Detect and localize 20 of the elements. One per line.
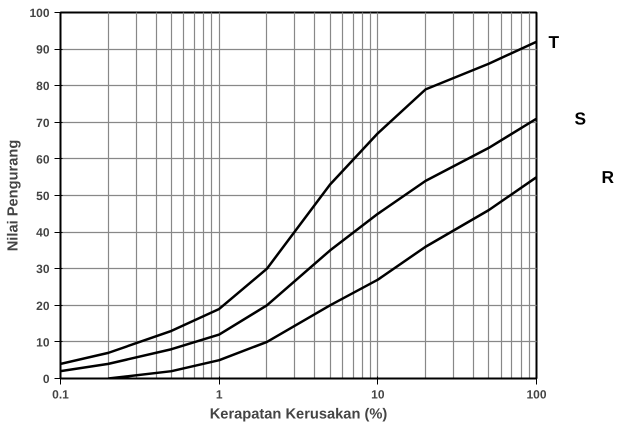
- y-tick-label: 0: [42, 372, 50, 386]
- text: R: [602, 167, 614, 188]
- x-tick-label: 1: [216, 388, 223, 402]
- y-tick-label: 50: [36, 189, 50, 203]
- x-axis-title: Kerapatan Kerusakan (%): [210, 406, 388, 422]
- y-tick-label: 70: [36, 116, 50, 130]
- y-tick-label: 40: [36, 226, 50, 240]
- y-tick-label: 60: [36, 152, 50, 166]
- text: S: [574, 108, 586, 129]
- x-tick-label: 0.1: [52, 388, 70, 402]
- y-tick-label: 20: [36, 298, 50, 313]
- y-axis-title: Nilai Pengurang: [5, 140, 22, 252]
- y-tick-label: 100: [29, 6, 50, 20]
- y-tick-label: 10: [36, 335, 50, 350]
- x-tick-label: 10: [371, 388, 385, 402]
- y-tick-label: 90: [36, 42, 50, 57]
- x-tick-label: 100: [526, 388, 547, 402]
- y-tick-label: 80: [36, 79, 50, 94]
- y-tick-label: 30: [36, 262, 50, 276]
- series-label: T: [548, 32, 560, 52]
